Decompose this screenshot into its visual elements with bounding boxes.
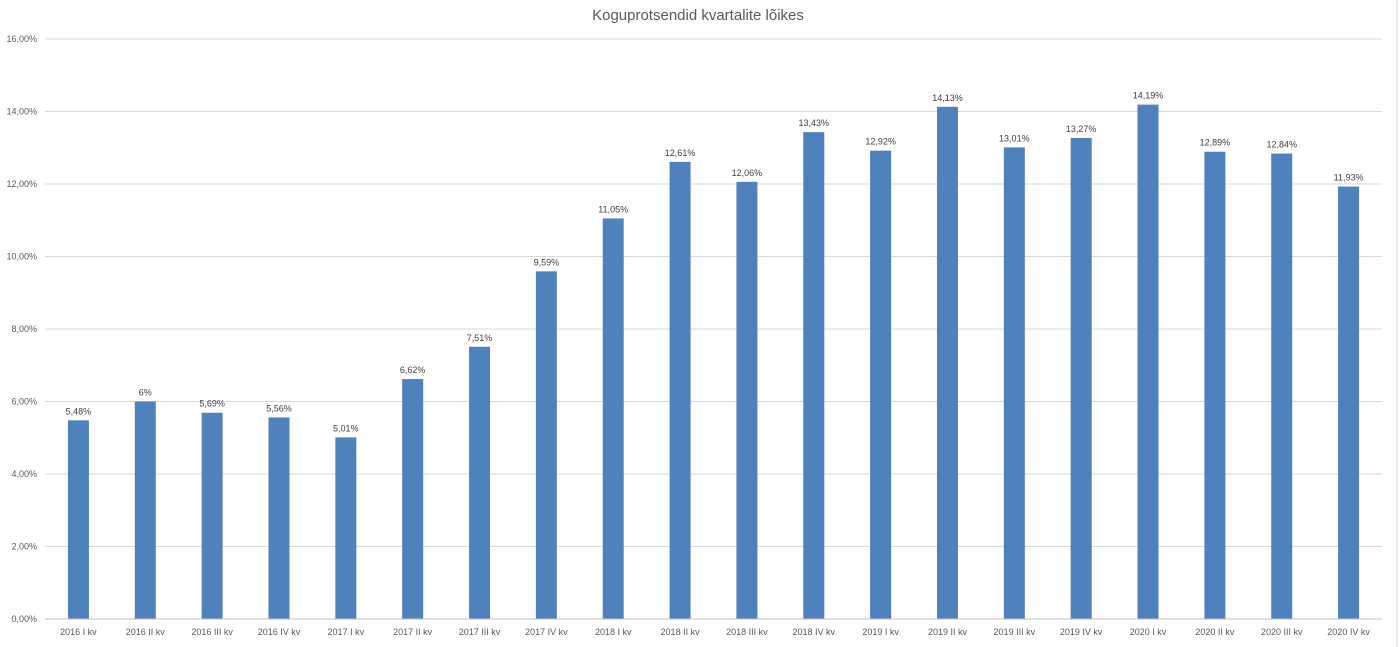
data-label: 5,48% [66, 406, 92, 416]
y-axis-tick-labels: 0,00% 2,00% 4,00% 6,00% 8,00% 10,00% 12,00% 14,… [6, 34, 37, 624]
x-tick-label: 2019 II kv [928, 627, 968, 637]
data-label: 12,84% [1266, 140, 1297, 150]
y-tick-label: 12,00% [6, 179, 37, 189]
x-tick-label: 2018 IV kv [793, 627, 836, 637]
bars [67, 104, 1360, 620]
x-tick-label: 2020 III kv [1261, 627, 1303, 637]
x-tick-label: 2018 III kv [726, 627, 768, 637]
bar [1271, 153, 1293, 620]
x-tick-label: 2017 II kv [393, 627, 433, 637]
data-label: 6,62% [400, 365, 426, 375]
bar [1070, 137, 1092, 619]
data-label: 11,93% [1334, 173, 1364, 183]
data-label: 12,89% [1200, 138, 1231, 148]
data-label: 5,01% [333, 423, 359, 433]
data-label: 5,69% [199, 399, 225, 409]
data-label: 11,05% [598, 204, 628, 214]
bar [268, 417, 290, 619]
data-label: 14,13% [932, 93, 963, 103]
x-tick-label: 2017 III kv [459, 627, 501, 637]
data-label: 7,51% [467, 333, 493, 343]
data-label: 12,61% [665, 148, 696, 158]
x-tick-label: 2016 III kv [191, 627, 233, 637]
bar [402, 379, 424, 619]
data-label: 5,56% [266, 403, 292, 413]
bar [201, 412, 223, 619]
bar [803, 132, 825, 619]
x-tick-label: 2019 IV kv [1060, 627, 1103, 637]
x-tick-label: 2017 I kv [328, 627, 365, 637]
bar [469, 346, 491, 619]
x-tick-label: 2016 I kv [60, 627, 97, 637]
x-tick-label: 2020 II kv [1195, 627, 1235, 637]
data-labels: 5,48% 6% 5,69% 5,56% 5,01% 6,62% 7,51% 9,59% 11,… [66, 91, 1364, 434]
x-tick-label: 2018 II kv [661, 627, 701, 637]
data-label: 6% [139, 388, 152, 398]
x-tick-label: 2020 I kv [1130, 627, 1167, 637]
y-tick-label: 14,00% [6, 107, 37, 117]
x-tick-label: 2016 IV kv [258, 627, 301, 637]
chart-title: Koguprotsendid kvartalite lõikes [592, 7, 804, 24]
bar [335, 437, 357, 619]
data-label: 13,01% [999, 133, 1030, 143]
bar [870, 150, 892, 619]
y-tick-label: 6,00% [11, 397, 37, 407]
bar [134, 401, 156, 619]
y-tick-label: 8,00% [11, 324, 37, 334]
x-tick-label: 2019 I kv [862, 627, 899, 637]
data-label: 12,92% [865, 137, 896, 147]
x-axis-tick-labels: 2016 I kv 2016 II kv 2016 III kv 2016 IV kv… [60, 627, 1370, 637]
data-label: 13,27% [1066, 124, 1097, 134]
y-tick-label: 4,00% [11, 469, 37, 479]
bar [1338, 186, 1360, 619]
x-tick-label: 2016 II kv [126, 627, 166, 637]
bar [669, 161, 691, 619]
gridlines [45, 38, 1382, 547]
bar [1204, 151, 1226, 620]
bar [936, 106, 958, 620]
y-tick-label: 0,00% [11, 614, 37, 624]
x-tick-label: 2019 III kv [994, 627, 1036, 637]
bar [1003, 147, 1025, 619]
y-tick-label: 16,00% [6, 34, 37, 44]
y-tick-label: 10,00% [6, 252, 37, 262]
bar [535, 271, 557, 619]
data-label: 14,19% [1133, 91, 1164, 101]
data-label: 9,59% [534, 257, 560, 267]
data-label: 12,06% [732, 168, 763, 178]
data-label: 13,43% [799, 118, 830, 128]
x-tick-label: 2020 IV kv [1327, 627, 1370, 637]
bar [736, 181, 758, 619]
bar [602, 218, 624, 619]
x-tick-label: 2017 IV kv [525, 627, 568, 637]
y-tick-label: 2,00% [11, 542, 37, 552]
x-tick-label: 2018 I kv [595, 627, 632, 637]
bar [67, 420, 89, 619]
bar [1137, 104, 1159, 620]
